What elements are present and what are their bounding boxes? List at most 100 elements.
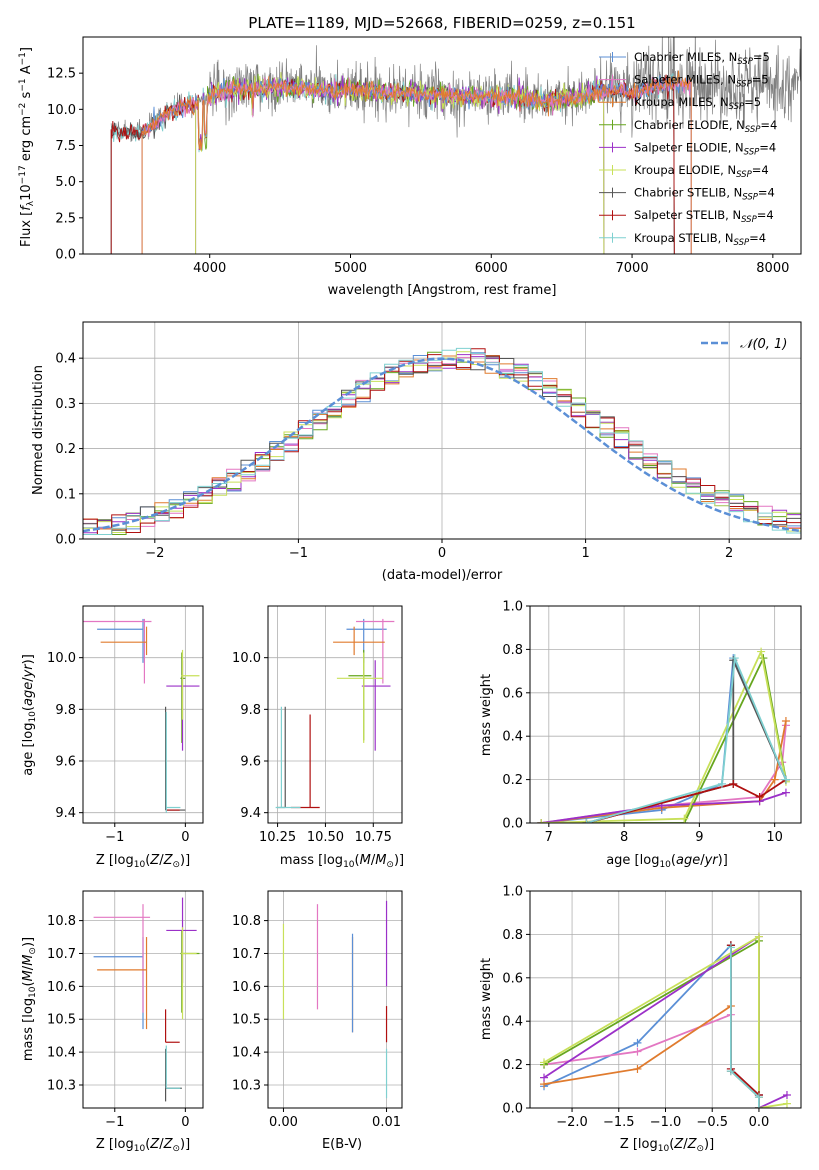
y-tick-label: 9.4 (55, 806, 76, 821)
y-tick-label: 10.3 (47, 1078, 76, 1093)
mass-weight-vs-Z-marks (540, 932, 791, 1108)
massZ-y-label: mass [log10(M/M⊙)] (21, 937, 38, 1061)
age-vs-mass-marks (275, 618, 395, 809)
legend-entry-salpeter_stelib: Salpeter STELIB, NSSP=4 (634, 208, 774, 225)
errorbar-point-salpeter_stelib (164, 1009, 180, 1043)
x-tick-label: 4000 (193, 261, 226, 276)
y-tick-label: 10.6 (232, 980, 261, 995)
histogram-y-label: Normed distribution (31, 365, 46, 495)
series-marker (633, 1047, 642, 1056)
spectrum-panel: PLATE=1189, MJD=52668, FIBERID=0259, z=0… (18, 14, 802, 298)
mass-weight-vs-Z-ticks: −2.0 −1.5 −1.0 −0.5 0.0 0.0 0.2 0.4 0.6 0.8 1.0 (502, 885, 769, 1131)
y-tick-label: 0.0 (55, 533, 76, 548)
mwZ-y-label: mass weight (479, 958, 494, 1040)
series-chabrier_miles (540, 941, 763, 1108)
mass-vs-EBV-ticks: 0.00 0.01 10.3 10.4 10.5 10.6 10.7 10.8 (232, 914, 401, 1130)
series-marker (633, 1064, 642, 1073)
x-tick-label: 10.25 (259, 830, 296, 845)
y-tick-label: 10.5 (232, 1013, 261, 1028)
massE-x-label: E(B-V) (322, 1137, 362, 1152)
normal-distribution-curve (83, 357, 801, 533)
series-chabrier_elodie (540, 936, 763, 1108)
series-marker (782, 1090, 791, 1099)
residual-histogram-panel: −2 −1 0 1 2 0.0 0.1 0.2 0.3 0.4 (data-model)/erro… (31, 321, 802, 583)
mwZ-x-label: Z [log10(Z/Z⊙)] (620, 1137, 714, 1154)
x-tick-label: 0.0 (749, 1115, 770, 1130)
errorbar-point-kroupa_elodie (336, 652, 383, 743)
y-tick-label: 10.0 (47, 103, 76, 118)
series-marker (540, 1073, 549, 1082)
series-salpeter_miles (540, 1010, 763, 1099)
y-tick-label: 10.8 (232, 914, 261, 929)
errorbar-point-salpeter_miles (356, 618, 395, 684)
errorbar-point-kroupa_stelib (275, 706, 301, 809)
x-tick-label: 10.50 (307, 830, 344, 845)
spectrum-ticks: 4000 5000 6000 7000 8000 0.0 2.5 5.0 7.5 10.0 12.5 (47, 67, 789, 276)
y-tick-label: 2.5 (55, 211, 76, 226)
series-marker (782, 1099, 791, 1108)
series-marker (757, 647, 766, 656)
model-spectrum-kroupa_miles (141, 70, 692, 254)
x-tick-label: −0.5 (696, 1115, 728, 1130)
series-marker (781, 788, 790, 797)
massZ-x-label: Z [log10(Z/Z⊙)] (96, 1137, 190, 1154)
y-tick-label: 9.6 (240, 755, 261, 770)
mass-weight-vs-age-panel: 7 8 9 10 0.0 0.2 0.4 0.6 0.8 1.0 (502, 600, 802, 846)
series-marker (755, 792, 764, 801)
mass-weight-vs-metallicity-panel: −2.0 −1.5 −1.0 −0.5 0.0 0.0 0.2 0.4 0.6 0.8 1.0 (502, 885, 802, 1131)
errorbar-point-chabrier_miles (97, 618, 144, 663)
series-line (543, 935, 788, 1108)
series-marker (770, 775, 779, 784)
ageZ-x-label: Z [log10(Z/Z⊙)] (96, 853, 190, 870)
y-tick-label: 10.0 (47, 651, 76, 666)
mass-vs-EBV-frame (267, 890, 403, 1109)
series-marker (781, 717, 790, 726)
ageZ-y-label: age [log10(age/yr)] (21, 654, 38, 776)
series-marker (729, 779, 738, 788)
x-tick-label: 0.01 (372, 1115, 401, 1130)
errorbar-point-salpeter_miles (83, 618, 152, 684)
age-vs-mass-ticks: 10.25 10.50 10.75 9.4 9.6 9.8 10.0 (232, 651, 392, 845)
legend-entry-kroupa_elodie: Kroupa ELODIE, NSSP=4 (634, 163, 769, 180)
y-tick-label: 5.0 (55, 175, 76, 190)
y-tick-label: 9.8 (55, 703, 76, 718)
x-tick-label: 0.00 (269, 1115, 298, 1130)
x-tick-label: 8 (620, 830, 628, 845)
series-marker (754, 932, 763, 941)
x-tick-label: 7000 (616, 261, 649, 276)
series-marker (730, 654, 739, 663)
y-tick-label: 1.0 (502, 885, 523, 900)
spectrum-marks (110, 37, 801, 254)
mass-weight-vs-Z-frame (529, 890, 802, 1109)
x-tick-label: −2.0 (556, 1115, 588, 1130)
mass-weight-vs-age-grid (530, 605, 801, 824)
y-tick-label: 1.0 (502, 600, 523, 615)
errorbar-point-kroupa_miles (100, 626, 148, 656)
y-tick-label: 0.1 (55, 487, 76, 502)
series-kroupa_miles (540, 1002, 763, 1102)
x-tick-label: 5000 (334, 261, 367, 276)
errorbar-point-chabrier_elodie (348, 649, 372, 741)
errorbar-point-salpeter_miles (93, 904, 151, 1013)
y-tick-label: 0.6 (502, 686, 523, 701)
series-line (586, 778, 787, 823)
mass-weight-vs-age-ticks: 7 8 9 10 0.0 0.2 0.4 0.6 0.8 1.0 (502, 600, 783, 846)
series-marker (781, 775, 790, 784)
series-salpeter_miles (537, 721, 790, 823)
legend-entry-chabrier_elodie: Chabrier ELODIE, NSSP=4 (634, 118, 777, 135)
errorbar-point-kroupa_elodie (181, 649, 200, 720)
series-marker (717, 779, 726, 788)
x-tick-label: −1.0 (650, 1115, 682, 1130)
x-tick-label: 10 (766, 830, 783, 845)
x-tick-label: 8000 (756, 261, 789, 276)
series-line (543, 1004, 760, 1098)
errorbar-point-kroupa_elodie (181, 927, 197, 1020)
series-kroupa_stelib (582, 654, 790, 823)
mass-vs-EBV-grid (268, 891, 402, 1108)
y-tick-label: 9.4 (240, 806, 261, 821)
age-vs-Z-frame (82, 605, 204, 824)
legend-entry-salpeter_elodie: Salpeter ELODIE, NSSP=4 (634, 140, 776, 157)
x-tick-label: −1 (289, 546, 308, 561)
y-tick-label: 0.6 (502, 971, 523, 986)
age-vs-metallicity-panel: −1 0 9.4 9.6 9.8 10.0 (47, 605, 204, 845)
